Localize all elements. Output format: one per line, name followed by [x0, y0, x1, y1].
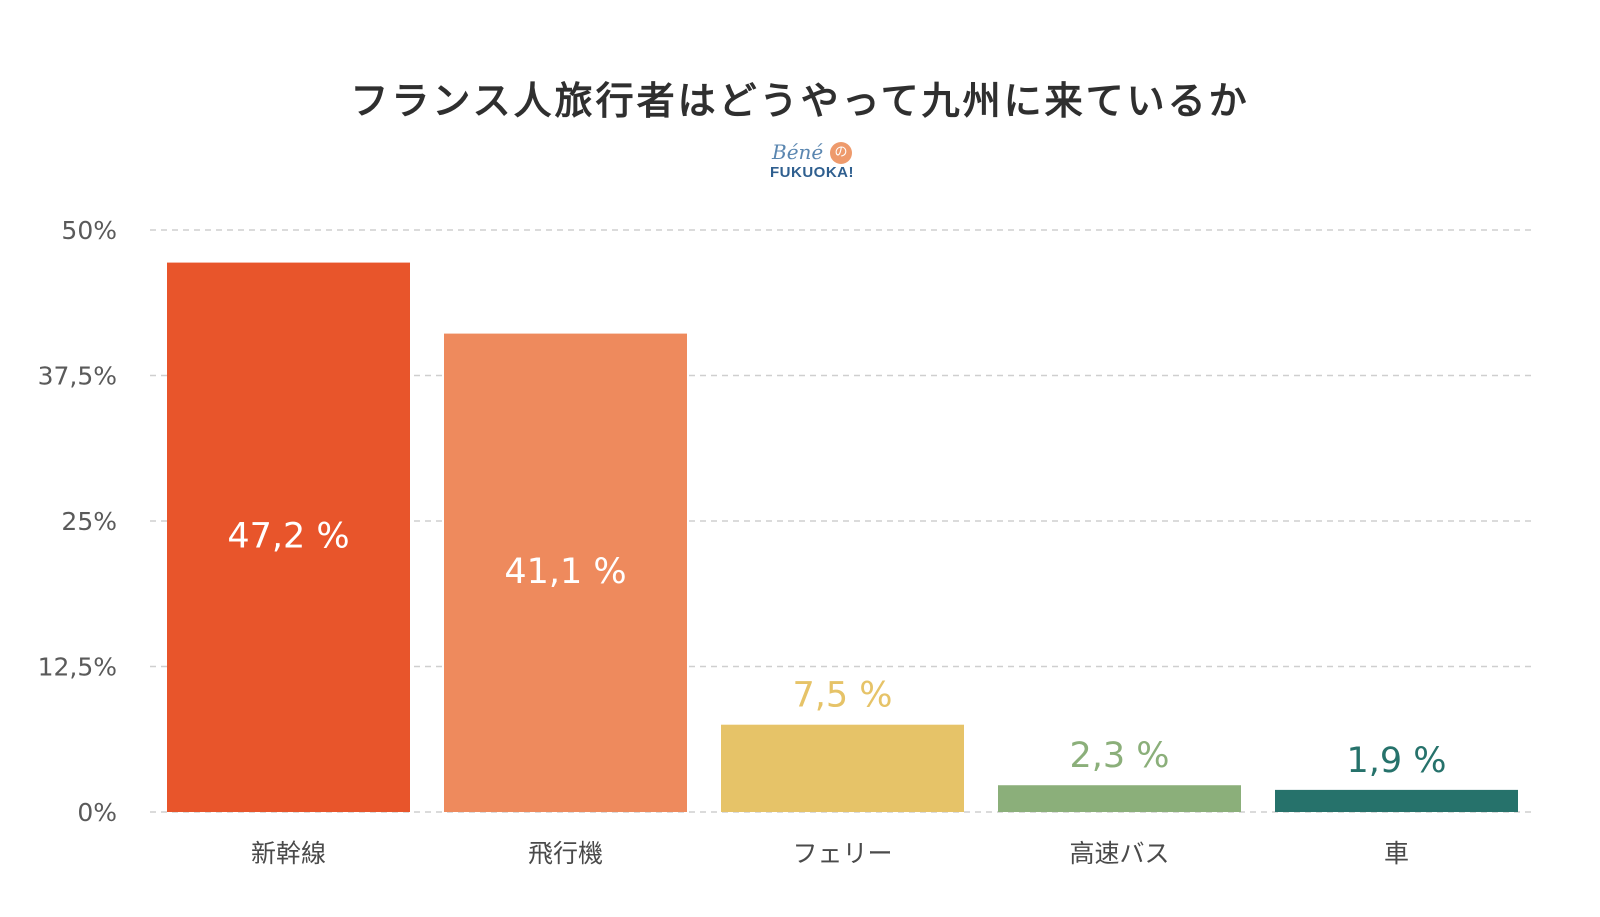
x-tick-label: フェリー	[792, 839, 892, 868]
y-tick-label: 50%	[61, 216, 117, 245]
logo-text-fukuoka: FUKUOKA!	[770, 164, 854, 181]
x-tick-label: 高速バス	[1069, 839, 1169, 868]
bar	[998, 785, 1241, 812]
bars	[167, 262, 1518, 812]
x-tick-label: 新幹線	[251, 839, 326, 868]
y-tick-label: 25%	[61, 507, 117, 536]
bar	[167, 262, 410, 812]
x-tick-label: 飛行機	[528, 839, 603, 868]
bar	[1275, 789, 1518, 812]
data-label: 41,1 %	[504, 552, 626, 592]
y-tick-label: 0%	[77, 798, 117, 827]
bene-fukuoka-logo: Béné の FUKUOKA!	[762, 138, 858, 190]
y-tick-label: 37,5%	[38, 362, 117, 391]
data-label: 47,2 %	[227, 516, 349, 556]
x-axis-ticks: 新幹線 飛行機 フェリー 高速バス 車	[251, 839, 1409, 868]
data-label: 1,9 %	[1346, 741, 1446, 781]
data-labels: 47,2 % 41,1 % 7,5 % 2,3 % 1,9 %	[227, 516, 1446, 781]
y-axis-ticks: 0% 12,5% 25% 37,5% 50%	[38, 216, 117, 827]
data-label: 7,5 %	[792, 676, 892, 716]
x-tick-label: 車	[1384, 839, 1409, 868]
bar	[721, 724, 964, 812]
bar	[444, 333, 687, 812]
chart-title: フランス人旅行者はどうやって九州に来ているか	[350, 79, 1250, 123]
logo-mark: の	[830, 142, 852, 164]
data-label: 2,3 %	[1069, 736, 1169, 776]
logo-text-bene: Béné	[772, 140, 824, 164]
y-tick-label: 12,5%	[38, 653, 117, 682]
